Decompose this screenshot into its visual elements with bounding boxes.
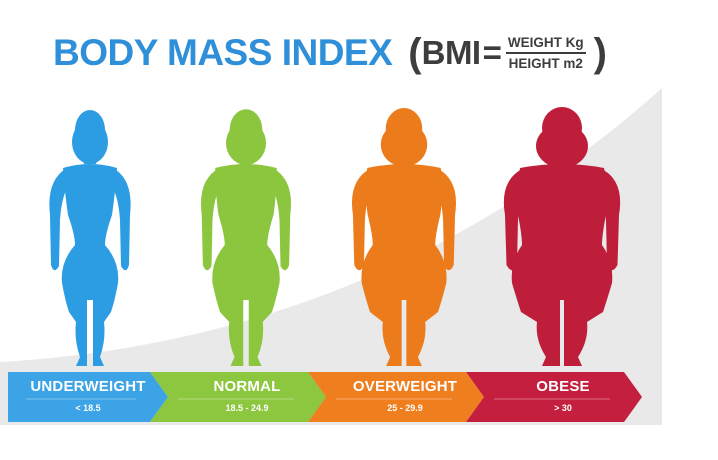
arrow-shape-overweight bbox=[308, 372, 484, 422]
category-range-underweight: < 18.5 bbox=[75, 403, 101, 413]
category-label-normal: NORMAL bbox=[213, 378, 281, 395]
formula-denominator: HEIGHT m2 bbox=[508, 55, 583, 71]
background-curve bbox=[0, 88, 662, 425]
category-range-overweight: 25 - 29.9 bbox=[387, 403, 423, 413]
figure-obese bbox=[503, 107, 621, 366]
category-label-overweight: OVERWEIGHT bbox=[352, 378, 458, 395]
category-range-normal: 18.5 - 24.9 bbox=[225, 403, 269, 413]
formula-equals: = bbox=[482, 34, 502, 71]
category-arrow-normal: NORMAL 18.5 - 24.9 bbox=[168, 372, 326, 422]
formula-bmi-text: BMI bbox=[421, 34, 482, 71]
figure-normal bbox=[200, 109, 292, 366]
arrow-shape-normal bbox=[150, 372, 326, 422]
page-title: BODY MASS INDEX ( BMI = WEIGHT Kg HEIGHT… bbox=[53, 28, 607, 78]
category-range-obese: > 30 bbox=[554, 403, 572, 413]
category-arrow-obese: OBESE > 30 bbox=[484, 372, 642, 422]
formula-numerator: WEIGHT Kg bbox=[505, 35, 586, 54]
arrow-shape-underweight bbox=[8, 372, 168, 422]
category-arrow-underweight: UNDERWEIGHT < 18.5 bbox=[8, 372, 168, 422]
figure-heavy bbox=[351, 108, 457, 366]
arrow-shape-obese bbox=[466, 372, 642, 422]
title-text: BODY MASS INDEX bbox=[53, 32, 393, 73]
formula-fraction: WEIGHT Kg HEIGHT m2 bbox=[505, 35, 586, 71]
figures-layer bbox=[49, 107, 621, 366]
category-label-underweight: UNDERWEIGHT bbox=[30, 378, 146, 395]
arrow-shapes-layer bbox=[8, 372, 642, 422]
bmi-formula: ( BMI = WEIGHT Kg HEIGHT m2 ) bbox=[408, 33, 607, 73]
category-label-obese: OBESE bbox=[536, 378, 590, 395]
figure-slim bbox=[49, 110, 131, 366]
formula-open-paren: ( bbox=[408, 31, 422, 75]
category-arrow-overweight: OVERWEIGHT 25 - 29.9 bbox=[326, 372, 484, 422]
formula-close-paren: ) bbox=[593, 31, 607, 75]
